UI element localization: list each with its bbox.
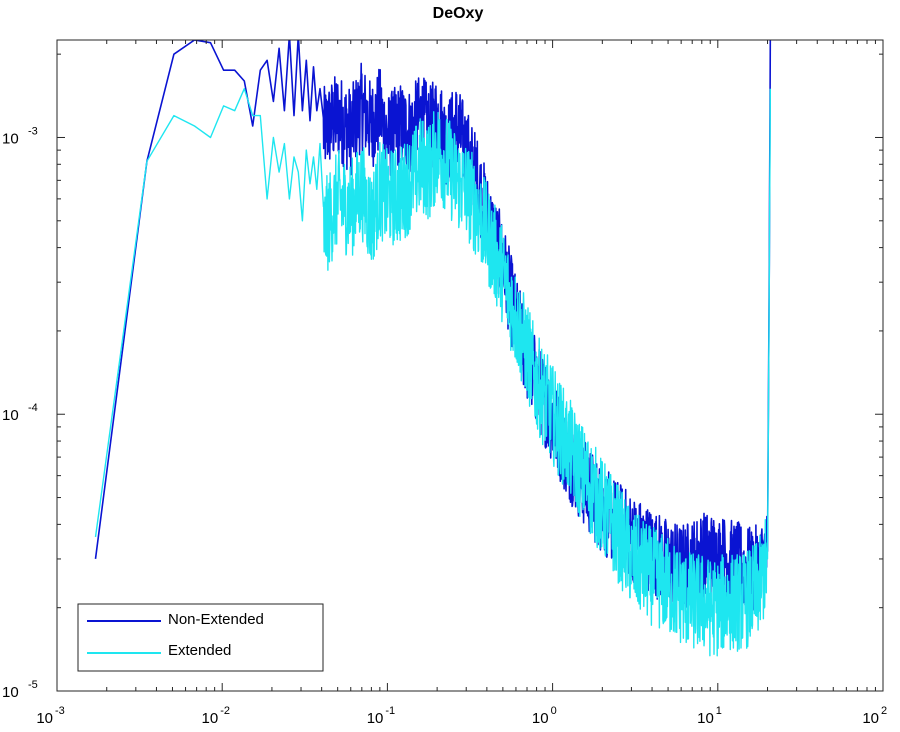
axes-border [56,39,884,692]
x-tick-label: 10 -1 [367,705,395,727]
y-tick-label: 10 -5 [2,679,38,701]
chart-title: DeOxy [433,5,484,22]
series-layer [94,40,772,657]
legend: Non-Extended Extended [77,603,324,672]
x-tick-exponent: 0 [551,705,557,717]
y-tick-exponent: -3 [28,125,38,137]
legend-label-non-extended: Non-Extended [168,611,264,628]
x-tick-base: 10 [202,710,219,727]
x-tick-base: 10 [36,710,53,727]
x-tick-label: 10 -3 [36,705,64,727]
x-tick-label: 10 -2 [202,705,230,727]
x-tick-exponent: 2 [881,705,887,717]
y-tick-label: 10 -4 [2,402,38,424]
y-tick-labels: 10 -5 10 -4 10 -3 [2,125,38,701]
y-tick-base: 10 [2,407,19,424]
y-tick-exponent: -4 [28,402,38,414]
x-tick-labels: 10 -3 10 -2 10 -1 10 0 10 1 10 2 [36,705,887,727]
x-tick-base: 10 [862,710,879,727]
y-tick-label: 10 -3 [2,125,38,147]
y-tick-base: 10 [2,130,19,147]
plot-area [56,39,884,692]
series-line-extended [94,88,771,657]
x-tick-base: 10 [697,710,714,727]
x-tick-label: 10 2 [862,705,887,727]
legend-box [77,603,324,672]
legend-label-extended: Extended [168,642,231,659]
x-tick-label: 10 0 [532,705,557,727]
x-tick-exponent: -2 [220,705,230,717]
y-tick-exponent: -5 [28,679,38,691]
x-tick-label: 10 1 [697,705,722,727]
ticks-layer [56,40,884,692]
y-tick-base: 10 [2,684,19,701]
x-tick-base: 10 [367,710,384,727]
x-tick-exponent: -3 [55,705,65,717]
x-tick-exponent: -1 [385,705,395,717]
x-tick-base: 10 [532,710,549,727]
x-tick-exponent: 1 [716,705,722,717]
